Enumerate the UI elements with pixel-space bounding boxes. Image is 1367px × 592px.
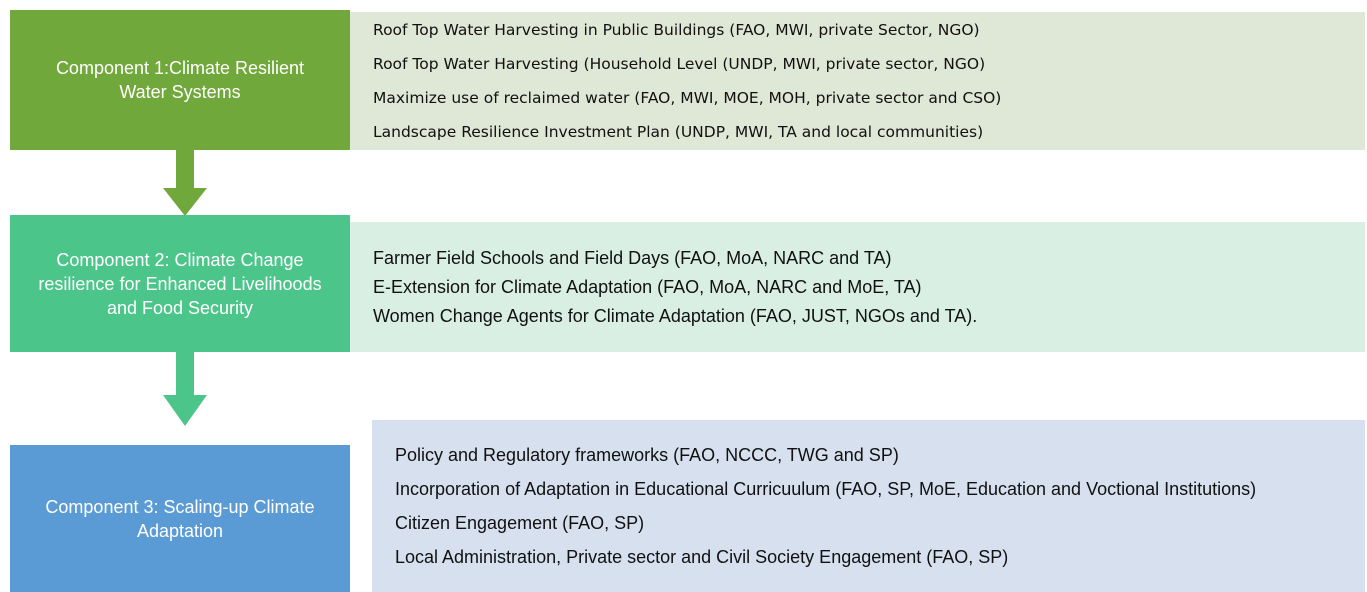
- activity-item: Roof Top Water Harvesting (Household Lev…: [373, 55, 986, 73]
- component-label: Component 1:Climate Resilient Water Syst…: [55, 58, 305, 102]
- activity-panel: Roof Top Water Harvesting in Public Buil…: [350, 12, 1365, 150]
- activity-item: Women Change Agents for Climate Adaptati…: [373, 305, 978, 326]
- activity-item: Policy and Regulatory frameworks (FAO, N…: [395, 445, 899, 465]
- arrow: [163, 150, 207, 216]
- activity-item: Farmer Field Schools and Field Days (FAO…: [373, 247, 892, 268]
- component-label: Component 2: Climate Change resilience f…: [38, 249, 322, 318]
- component-box: Component 3: Scaling-up Climate Adaptati…: [10, 445, 350, 592]
- activity-item: E-Extension for Climate Adaptation (FAO,…: [373, 276, 922, 297]
- component-label: Component 3: Scaling-up Climate Adaptati…: [45, 496, 315, 541]
- activity-item: Maximize use of reclaimed water (FAO, MW…: [373, 89, 1002, 107]
- activity-item: Local Administration, Private sector and…: [395, 547, 1009, 567]
- component-box: Component 1:Climate Resilient Water Syst…: [10, 10, 350, 150]
- activity-item: Incorporation of Adaptation in Education…: [395, 479, 1257, 499]
- activity-panel: Policy and Regulatory frameworks (FAO, N…: [372, 420, 1365, 592]
- component-box: Component 2: Climate Change resilience f…: [10, 215, 350, 352]
- activity-item: Citizen Engagement (FAO, SP): [395, 513, 645, 533]
- activity-item: Landscape Resilience Investment Plan (UN…: [373, 123, 984, 141]
- activity-panel: Farmer Field Schools and Field Days (FAO…: [350, 222, 1365, 352]
- activity-item: Roof Top Water Harvesting in Public Buil…: [373, 21, 980, 39]
- arrow: [163, 352, 207, 426]
